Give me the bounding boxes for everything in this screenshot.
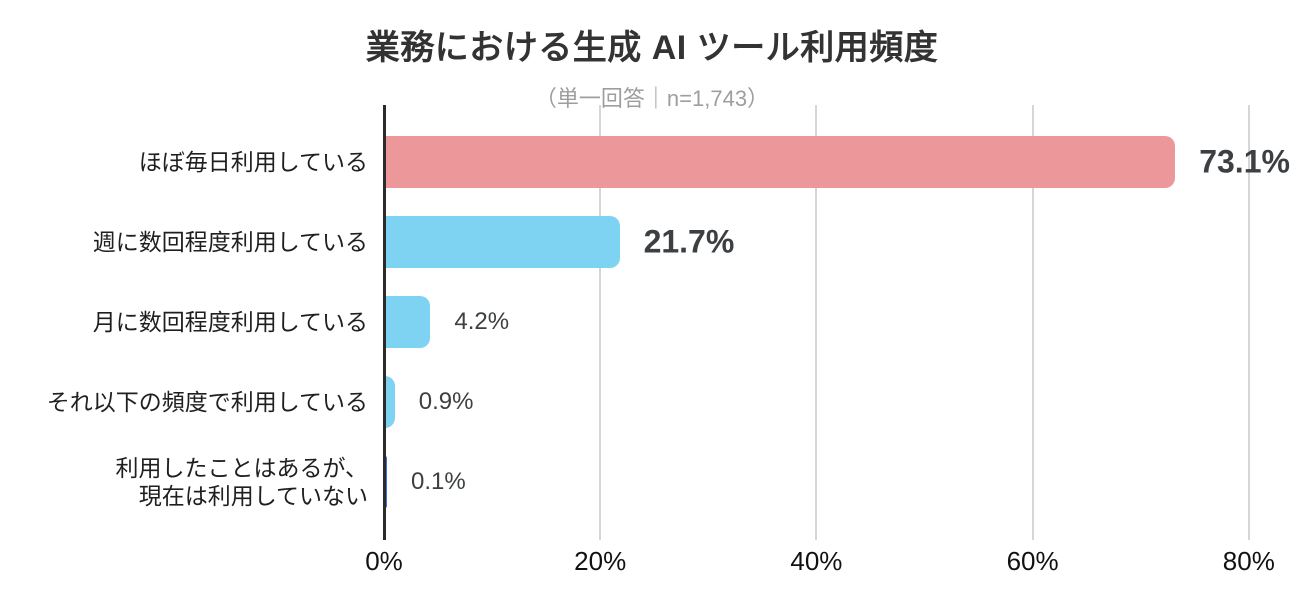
bar <box>385 376 395 428</box>
bar <box>385 216 620 268</box>
chart-subtitle: （単一回答｜n=1,743） <box>534 86 770 111</box>
gridline <box>815 105 818 540</box>
x-tick-label: 0% <box>365 546 403 576</box>
value-label: 0.9% <box>418 388 474 415</box>
category-label: 利用したことはあるが、 現在は利用していない <box>115 455 368 509</box>
gridline <box>1031 105 1034 540</box>
x-tick-label: 40% <box>790 546 843 576</box>
category-label: 月に数回程度利用している <box>92 309 368 335</box>
chart-title: 業務における生成 AI ツール利用頻度 <box>365 29 939 67</box>
value-label: 21.7% <box>643 223 735 260</box>
y-axis-line <box>382 105 386 540</box>
value-label: 73.1% <box>1199 143 1290 180</box>
value-label: 4.2% <box>454 308 510 335</box>
category-label: それ以下の頻度で利用している <box>46 389 368 415</box>
value-label: 0.1% <box>411 468 466 495</box>
x-tick-label: 80% <box>1222 546 1275 576</box>
x-tick-label: 60% <box>1006 546 1059 576</box>
gridline <box>599 105 602 540</box>
category-label: 週に数回程度利用している <box>92 229 368 255</box>
gridline <box>1247 105 1250 540</box>
bar <box>385 456 387 508</box>
category-label: ほぼ毎日利用している <box>138 149 368 175</box>
bar <box>385 296 431 348</box>
bar <box>385 136 1176 188</box>
x-tick-label: 20% <box>574 546 627 576</box>
